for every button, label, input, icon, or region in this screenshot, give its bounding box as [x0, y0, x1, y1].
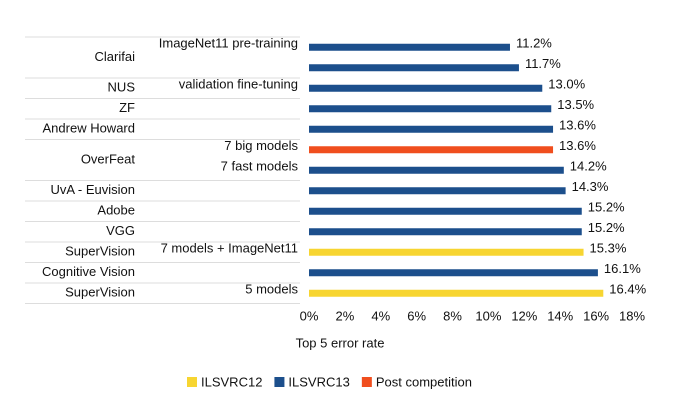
- legend-label: Post competition: [376, 374, 472, 389]
- value-label: 13.6%: [559, 138, 596, 153]
- bar: [309, 269, 598, 277]
- bar: [309, 207, 582, 215]
- x-tick-label: 2%: [335, 308, 354, 323]
- y-tick-label: UvA - Euvision: [50, 182, 135, 197]
- x-tick-label: 6%: [407, 308, 426, 323]
- x-tick-label: 18%: [619, 308, 645, 323]
- value-label: 16.4%: [609, 282, 646, 297]
- value-label: 16.1%: [604, 261, 641, 276]
- x-tick-label: 4%: [371, 308, 390, 323]
- x-tick-label: 16%: [583, 308, 609, 323]
- value-label: 14.3%: [572, 179, 609, 194]
- sub-label: 7 fast models: [221, 159, 299, 174]
- value-label: 13.0%: [548, 77, 585, 92]
- value-label: 11.2%: [516, 36, 552, 51]
- legend-label: ILSVRC13: [288, 374, 349, 389]
- y-tick-label: Adobe: [97, 203, 135, 218]
- x-tick-label: 8%: [443, 308, 462, 323]
- value-label: 14.2%: [570, 159, 607, 174]
- legend-swatch: [187, 377, 197, 387]
- x-axis-label: Top 5 error rate: [296, 335, 385, 350]
- sub-label: 5 models: [245, 282, 298, 297]
- y-tick-label: SuperVision: [65, 285, 135, 300]
- y-tick-label: VGG: [106, 223, 135, 238]
- bar: [309, 146, 554, 154]
- sub-label: 7 big models: [224, 138, 298, 153]
- y-tick-label: ZF: [119, 100, 135, 115]
- value-label: 15.2%: [588, 220, 625, 235]
- x-tick-label: 12%: [511, 308, 537, 323]
- legend-label: ILSVRC12: [201, 374, 262, 389]
- y-tick-label: SuperVision: [65, 244, 135, 259]
- bar: [309, 105, 552, 113]
- sub-label: ImageNet11 pre-training: [159, 36, 298, 51]
- bar: [309, 125, 554, 133]
- x-tick-label: 14%: [547, 308, 573, 323]
- sub-label: 7 models + ImageNet11: [161, 241, 298, 256]
- value-label: 13.5%: [557, 97, 594, 112]
- y-tick-label: NUS: [108, 80, 136, 95]
- value-label: 15.3%: [590, 241, 627, 256]
- bar: [309, 84, 543, 92]
- value-label: 11.7%: [525, 56, 561, 71]
- bar: [309, 166, 564, 174]
- value-label: 15.2%: [588, 200, 625, 215]
- y-tick-label: OverFeat: [81, 151, 136, 166]
- bar: [309, 228, 582, 236]
- bar: [309, 289, 604, 297]
- y-tick-label: Andrew Howard: [43, 121, 136, 136]
- sub-label: validation fine-tuning: [179, 77, 298, 92]
- x-tick-label: 0%: [300, 308, 319, 323]
- legend-swatch: [361, 377, 372, 387]
- y-tick-label: Clarifai: [95, 49, 136, 64]
- value-label: 13.6%: [559, 118, 596, 133]
- legend-swatch: [274, 377, 285, 387]
- y-tick-label: Cognitive Vision: [42, 264, 135, 279]
- x-tick-label: 10%: [475, 308, 501, 323]
- bar: [309, 43, 510, 51]
- bar: [309, 248, 584, 256]
- bar: [309, 187, 566, 195]
- bar: [309, 64, 519, 72]
